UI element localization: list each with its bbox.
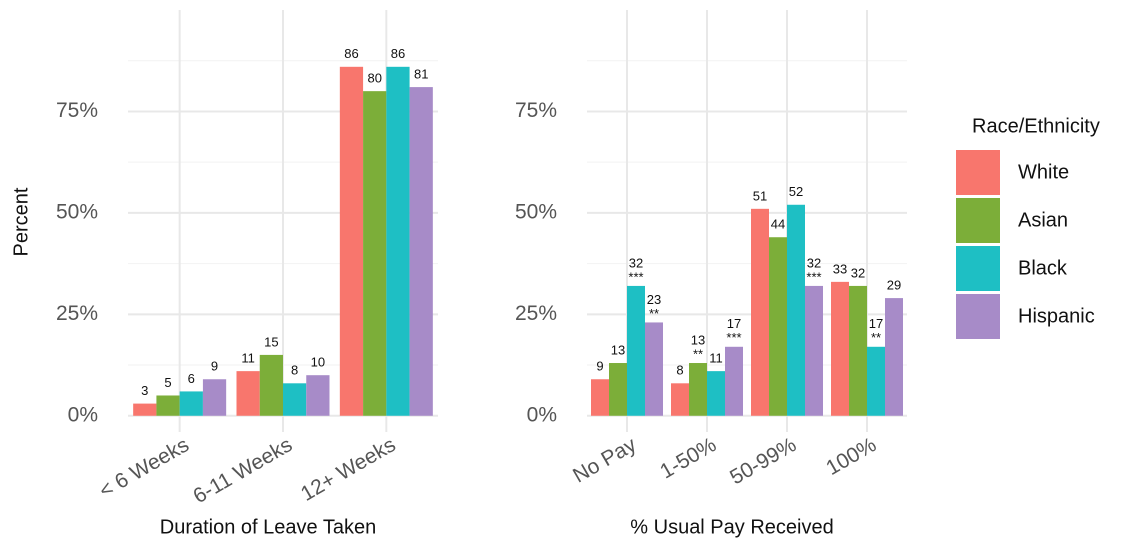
bar (769, 237, 787, 416)
x-tick-label: < 6 Weeks (95, 433, 193, 503)
value-label: 13 (611, 342, 625, 357)
bar (236, 371, 260, 416)
x-tick-label: 50-99% (726, 433, 800, 489)
bar (671, 383, 689, 416)
value-label: 5 (164, 375, 171, 390)
value-label: 17 (727, 316, 741, 331)
y-tick-label: 25% (515, 302, 557, 325)
value-label: 3 (141, 383, 148, 398)
y-tick-label: 50% (56, 200, 98, 223)
bar (849, 285, 867, 416)
value-label: 52 (789, 184, 803, 199)
y-tick-label: 0% (68, 403, 98, 426)
bar (725, 346, 743, 416)
significance-label: *** (726, 330, 741, 345)
bar (627, 285, 645, 416)
bar (805, 285, 823, 416)
bar (363, 91, 387, 416)
bar (885, 298, 903, 416)
bar (202, 379, 227, 416)
significance-label: ** (649, 306, 659, 321)
x-tick-label: No Pay (569, 433, 641, 488)
legend-title: Race/Ethnicity (972, 115, 1100, 137)
x-tick-label: 12+ Weeks (297, 433, 400, 506)
legend-swatch (956, 198, 1000, 243)
bar (306, 375, 330, 416)
value-label: 8 (676, 363, 683, 378)
x-axis-title: % Usual Pay Received (630, 516, 833, 538)
significance-label: ** (693, 346, 703, 361)
legend-label: Hispanic (1018, 305, 1095, 327)
bar (751, 208, 769, 416)
value-label: 17 (869, 316, 883, 331)
bar (156, 395, 180, 416)
bar (133, 403, 157, 416)
y-tick-label: 50% (515, 200, 557, 223)
bar (609, 363, 627, 416)
x-tick-label: 6-11 Weeks (189, 433, 296, 508)
x-tick-label: 1-50% (656, 433, 720, 483)
bar (591, 379, 609, 416)
x-tick-label: 100% (822, 433, 880, 480)
value-label: 80 (367, 71, 381, 86)
bar (831, 281, 849, 416)
legend-label: White (1018, 161, 1069, 183)
bar (707, 371, 725, 416)
bar (339, 66, 364, 416)
y-tick-label: 75% (515, 99, 557, 122)
legend-swatch (956, 150, 1000, 195)
value-label: 32 (851, 265, 865, 280)
legend-swatch (956, 294, 1000, 339)
value-label: 29 (887, 278, 901, 293)
bar (386, 66, 410, 416)
y-tick-label: 25% (56, 302, 98, 325)
value-label: 11 (709, 351, 723, 366)
significance-label: ** (871, 330, 881, 345)
bar (283, 383, 307, 416)
bar (689, 363, 707, 416)
value-label: 44 (771, 217, 785, 232)
legend-label: Asian (1018, 209, 1068, 231)
bar (787, 204, 805, 416)
value-label: 32 (807, 255, 821, 270)
value-label: 6 (188, 371, 195, 386)
legend-swatch (956, 246, 1000, 291)
value-label: 11 (241, 351, 255, 366)
value-label: 23 (647, 292, 661, 307)
y-axis-title: Percent (10, 187, 32, 256)
y-tick-label: 75% (56, 99, 98, 122)
value-label: 9 (211, 359, 218, 374)
value-label: 13 (691, 332, 705, 347)
legend-label: Black (1018, 257, 1068, 279)
value-label: 8 (291, 363, 298, 378)
value-label: 81 (414, 67, 428, 82)
value-label: 86 (391, 46, 405, 61)
bar (867, 346, 885, 416)
value-label: 9 (596, 359, 603, 374)
bar (259, 354, 283, 416)
value-label: 15 (264, 334, 278, 349)
value-label: 32 (629, 255, 643, 270)
y-tick-label: 0% (527, 403, 557, 426)
x-axis-title: Duration of Leave Taken (160, 516, 376, 538)
significance-label: *** (628, 269, 643, 284)
value-label: 33 (833, 261, 847, 276)
bar (179, 391, 203, 416)
value-label: 10 (311, 355, 325, 370)
value-label: 51 (753, 188, 767, 203)
value-label: 86 (344, 46, 358, 61)
bar (645, 322, 663, 416)
significance-label: *** (806, 269, 821, 284)
bar (409, 87, 433, 416)
